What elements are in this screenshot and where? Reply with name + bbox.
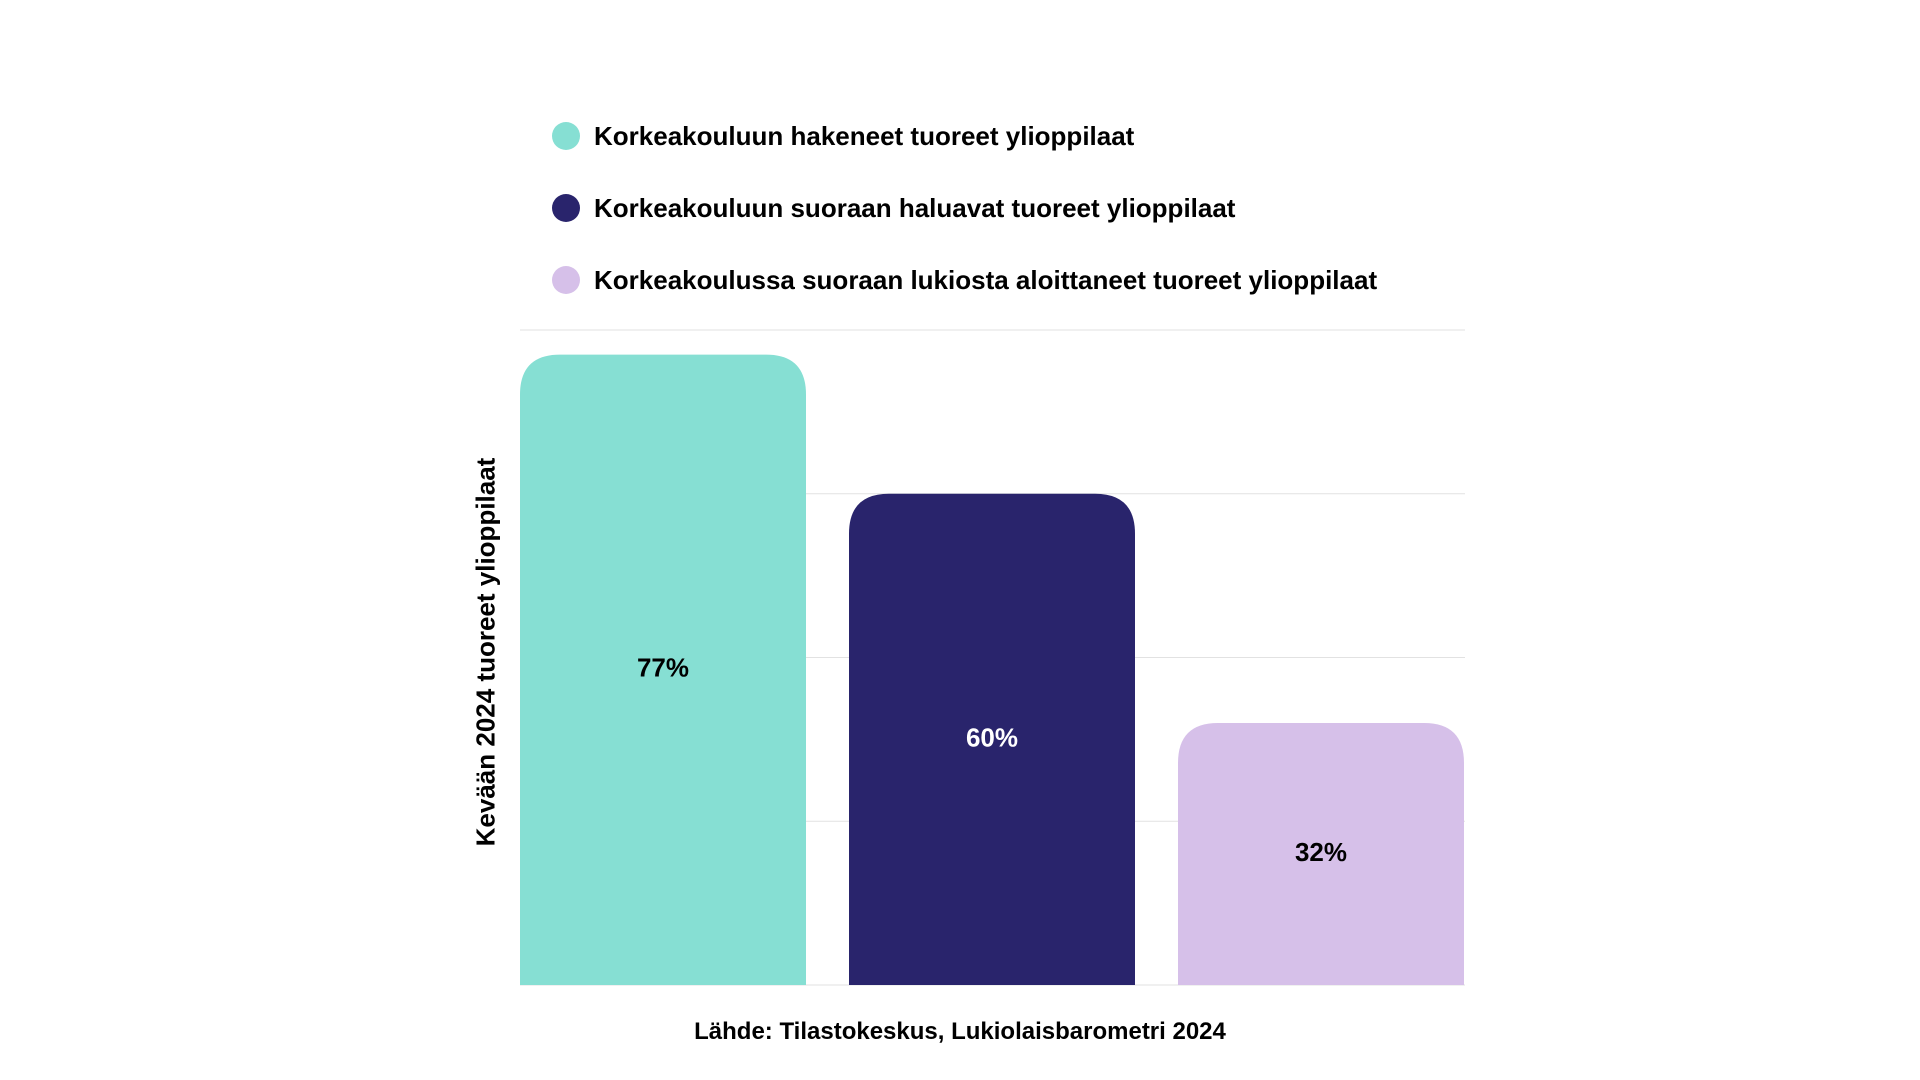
bar-started-directly — [1178, 723, 1464, 985]
legend-item-applied: Korkeakouluun hakeneet tuoreet ylioppila… — [552, 116, 1377, 156]
bar-want-directly — [849, 493, 1135, 985]
y-axis-label: Kevään 2024 tuoreet ylioppilaat — [470, 457, 501, 847]
legend-item-want-directly: Korkeakouluun suoraan haluavat tuoreet y… — [552, 188, 1377, 228]
legend: Korkeakouluun hakeneet tuoreet ylioppila… — [552, 116, 1377, 332]
data-label-started-directly: 32% — [1295, 837, 1347, 867]
bar-applied — [520, 354, 806, 985]
data-labels: 77% 60% 32% — [637, 653, 1347, 867]
legend-label-applied: Korkeakouluun hakeneet tuoreet ylioppila… — [594, 120, 1135, 151]
bars — [520, 354, 1464, 985]
source-note: Lähde: Tilastokeskus, Lukiolaisbarometri… — [694, 1018, 1226, 1045]
legend-dot-applied — [552, 122, 580, 150]
legend-dot-started-directly — [552, 266, 580, 294]
data-label-applied: 77% — [637, 653, 689, 683]
legend-label-started-directly: Korkeakoulussa suoraan lukiosta aloittan… — [594, 264, 1378, 295]
legend-item-started-directly: Korkeakoulussa suoraan lukiosta aloittan… — [552, 260, 1377, 300]
data-label-want-directly: 60% — [966, 722, 1018, 752]
legend-dot-want-directly — [552, 194, 580, 222]
legend-label-want-directly: Korkeakouluun suoraan haluavat tuoreet y… — [594, 192, 1236, 223]
